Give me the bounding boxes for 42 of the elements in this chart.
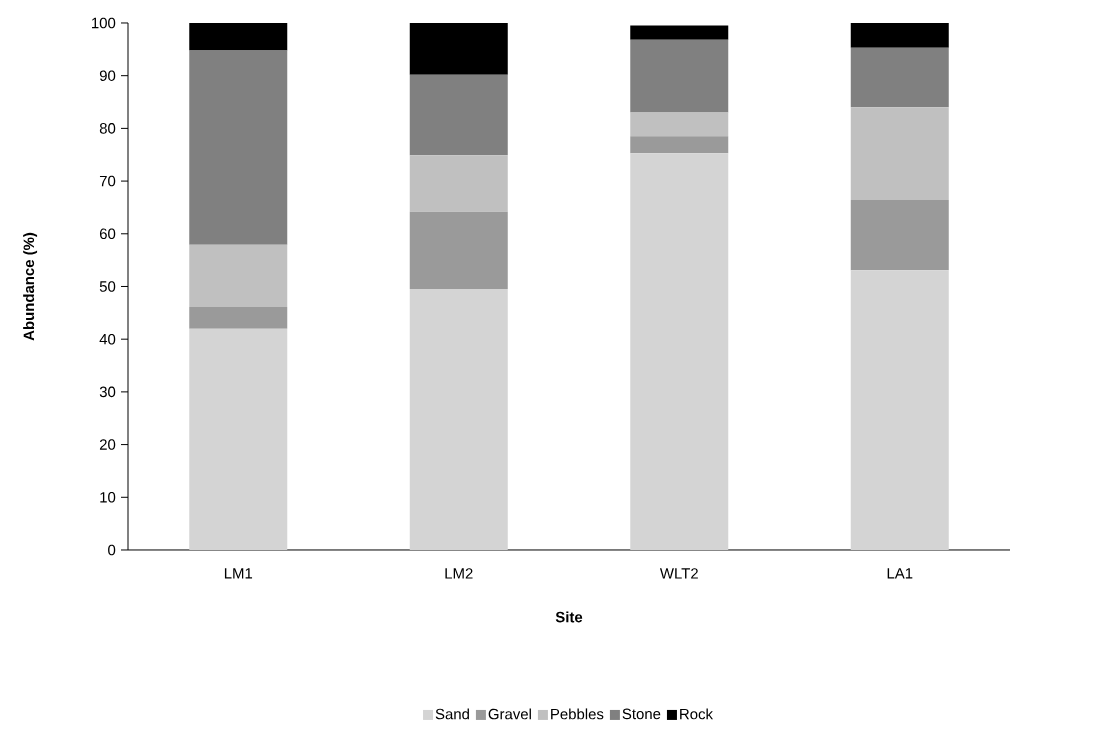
bar xyxy=(189,307,288,329)
y-tick-label: 0 xyxy=(108,544,116,556)
bar xyxy=(409,74,508,156)
x-tick-label: LM1 xyxy=(224,568,253,579)
y-tick-label: 40 xyxy=(99,333,116,345)
bar xyxy=(630,25,729,40)
bar xyxy=(630,136,729,154)
y-tick-label: 70 xyxy=(99,175,116,187)
bar xyxy=(189,22,288,51)
y-tick-label: 90 xyxy=(99,70,116,81)
y-tick-label: 50 xyxy=(99,281,116,292)
bar xyxy=(189,244,288,308)
bar xyxy=(850,270,949,550)
y-tick-label: 100 xyxy=(92,17,116,29)
y-tick-label: 60 xyxy=(99,228,116,240)
bar xyxy=(630,112,729,137)
bar xyxy=(850,22,949,48)
bar xyxy=(189,50,288,245)
x-tick-label: LA1 xyxy=(887,568,913,579)
legend-label: Sand xyxy=(435,708,469,720)
bar xyxy=(630,153,729,550)
x-tick-label: WLT2 xyxy=(659,568,698,579)
bar xyxy=(409,289,508,550)
bar xyxy=(409,22,508,75)
y-tick-label: 20 xyxy=(99,439,116,450)
legend-label: Pebbles xyxy=(551,708,604,720)
bar xyxy=(850,200,949,271)
bar xyxy=(189,328,288,550)
bar xyxy=(850,107,949,201)
x-axis-title: Site xyxy=(555,611,583,623)
legend-label: Stone xyxy=(622,708,661,720)
y-tick-label: 30 xyxy=(99,386,116,398)
bar xyxy=(409,211,508,290)
bar xyxy=(850,47,949,108)
y-tick-label: 80 xyxy=(99,123,116,134)
bar xyxy=(630,39,729,113)
y-tick-label: 10 xyxy=(100,491,116,503)
y-axis-title: Abundance (%) xyxy=(23,232,38,341)
legend-label: Gravel xyxy=(488,708,531,720)
bar xyxy=(409,155,508,212)
legend-label: Rock xyxy=(680,708,713,720)
x-tick-label: LM2 xyxy=(445,568,473,579)
